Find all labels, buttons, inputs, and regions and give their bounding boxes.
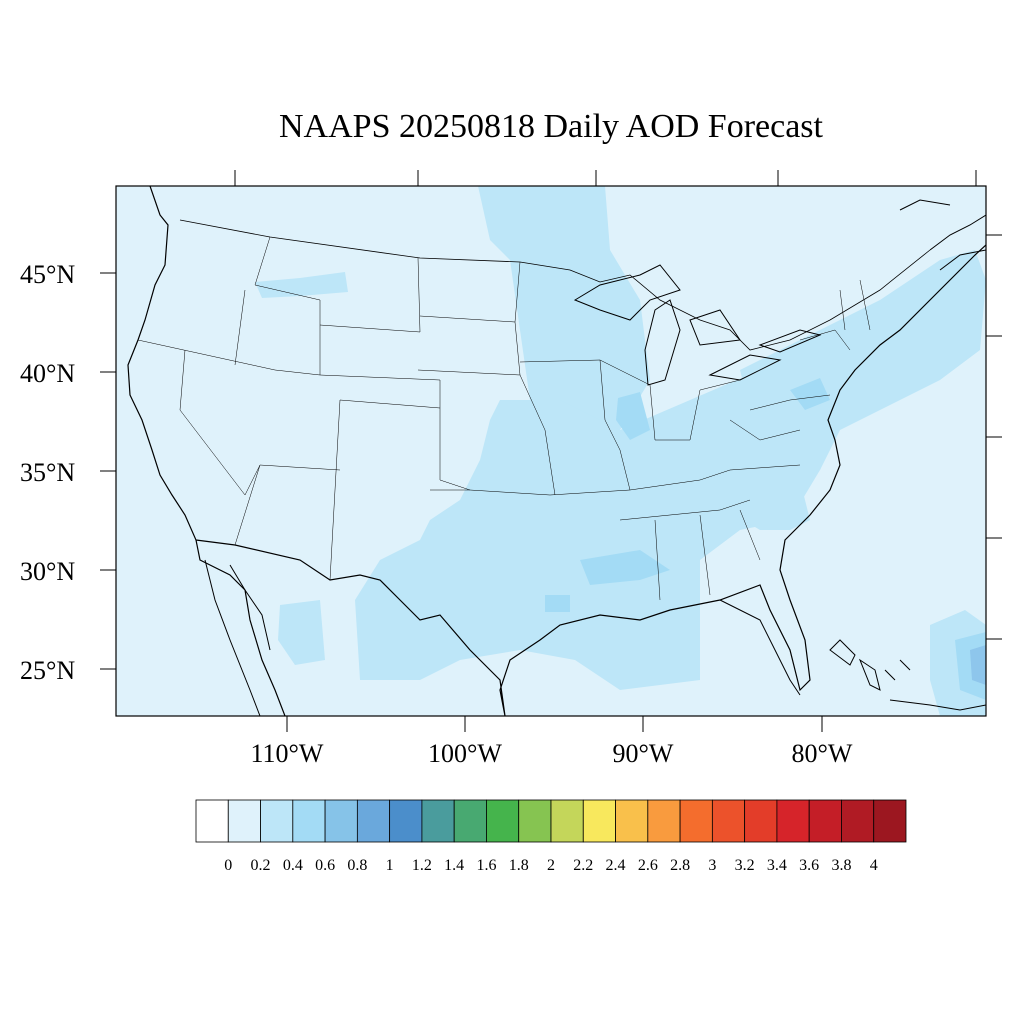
lon-label-80w: 80°W (792, 739, 853, 768)
colorbar-label: 0.2 (251, 857, 271, 874)
lon-label-90w: 90°W (613, 739, 674, 768)
lat-label-45n: 45°N (20, 260, 75, 289)
map-frame (115, 185, 987, 717)
colorbar-label: 1.2 (412, 857, 432, 874)
colorbar-label: 4 (870, 857, 878, 874)
colorbar-swatch (647, 799, 681, 843)
colorbar-swatch (841, 799, 875, 843)
aod-region-baja (278, 600, 325, 665)
colorbar-label: 1 (386, 857, 394, 874)
lon-label-110w: 110°W (251, 739, 324, 768)
colorbar-label: 2 (547, 857, 555, 874)
colorbar-swatch (776, 799, 810, 843)
colorbar-label: 3.8 (831, 857, 851, 874)
top-ticks (234, 170, 977, 186)
colorbar-swatch (292, 799, 326, 843)
aod-region-ohio-valley (790, 378, 830, 410)
great-lakes (573, 264, 822, 386)
aod-region-illinois (616, 392, 650, 440)
colorbar-label: 3.4 (767, 857, 787, 874)
colorbar-swatch (582, 799, 616, 843)
lat-label-40n: 40°N (20, 359, 75, 388)
florida-coast (719, 599, 801, 696)
colorbar-label: 1.4 (444, 857, 464, 874)
colorbar-label: 2.2 (573, 857, 593, 874)
caribbean-islands (829, 639, 986, 711)
colorbar-label: 0 (224, 857, 232, 874)
aod-region-upper-midwest (478, 186, 650, 430)
lat-label-35n: 35°N (20, 458, 75, 487)
aod-region-montana (255, 272, 348, 298)
canada-border (179, 219, 931, 351)
map-boundaries (127, 186, 986, 716)
right-ticks (986, 234, 1002, 640)
aod-colorbar: 0 0.2 0.4 0.6 0.8 1 1.2 1.4 1.6 1.8 2 2.2 2.4 2.6 2.8 3… (195, 799, 907, 874)
map-title: NAAPS 20250818 Daily AOD Forecast (279, 108, 823, 145)
colorbar-swatch (711, 799, 746, 843)
colorbar-swatch (808, 799, 842, 843)
bottom-ticks (286, 716, 823, 732)
colorbar-label: 0.6 (315, 857, 335, 874)
colorbar-swatch (518, 799, 552, 843)
colorbar-swatch (227, 799, 261, 843)
colorbar-swatch (744, 799, 778, 843)
colorbar-swatch (873, 799, 907, 843)
colorbar-swatch (389, 799, 423, 843)
colorbar-label: 3.2 (735, 857, 755, 874)
lon-label-100w: 100°W (428, 739, 502, 768)
lat-label-30n: 30°N (20, 557, 75, 586)
aod-region-bahamas-peak (970, 645, 986, 685)
colorbar-swatch (615, 799, 649, 843)
colorbar-swatch (679, 799, 713, 843)
colorbar-label: 1.6 (476, 857, 496, 874)
aod-region-mississippi (580, 550, 670, 585)
colorbar-label: 2.6 (638, 857, 658, 874)
colorbar-swatch (260, 799, 294, 843)
left-ticks (100, 272, 116, 670)
aod-region-southeast (730, 480, 810, 530)
colorbar-swatch (550, 799, 584, 843)
maritime-coast (899, 199, 986, 271)
aod-region-plains-gulf (355, 350, 840, 690)
colorbar-label: 2.8 (670, 857, 690, 874)
colorbar-swatch (421, 799, 455, 843)
colorbar-label: 1.8 (509, 857, 529, 874)
colorbar-label: 2.4 (606, 857, 626, 874)
colorbar-swatch (356, 799, 391, 843)
colorbar-swatch (486, 799, 520, 843)
colorbar-swatch (324, 799, 358, 843)
aod-region-gulf-spot (545, 595, 570, 612)
colorbar-label: 0.8 (347, 857, 367, 874)
baja-coast (204, 559, 271, 716)
us-coastline (127, 186, 986, 716)
lat-label-25n: 25°N (20, 656, 75, 685)
colorbar-label: 3.6 (799, 857, 819, 874)
colorbar-label: 3 (708, 857, 716, 874)
colorbar-swatch (453, 799, 487, 843)
state-lines (137, 236, 871, 601)
colorbar-swatch (195, 799, 229, 843)
colorbar-label: 0.4 (283, 857, 303, 874)
